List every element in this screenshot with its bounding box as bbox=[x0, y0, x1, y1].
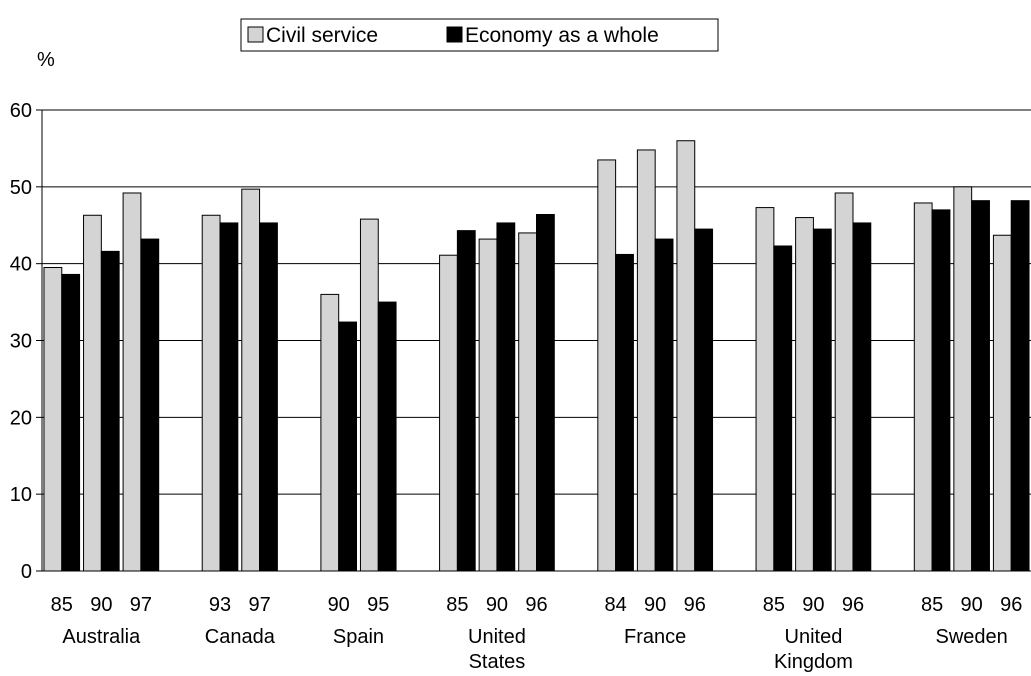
group-label-sweden-0: Sweden bbox=[936, 626, 1008, 648]
year-label-australia-90: 90 bbox=[90, 594, 112, 616]
bar-civil-australia-85 bbox=[43, 267, 63, 572]
bar-civil-united-states-90 bbox=[478, 238, 498, 572]
bar-civil-australia-90 bbox=[83, 214, 102, 572]
year-label-sweden-90: 90 bbox=[961, 594, 983, 616]
bar-economy-spain-90 bbox=[338, 321, 358, 572]
year-label-canada-97: 97 bbox=[248, 594, 270, 616]
bar-civil-united-kingdom-90 bbox=[795, 217, 814, 572]
legend-swatch-economy-as-a-whole bbox=[446, 26, 463, 43]
bar-civil-spain-95 bbox=[359, 218, 379, 572]
year-label-spain-90: 90 bbox=[328, 594, 350, 616]
axes bbox=[36, 109, 1031, 572]
group-label-spain-0: Spain bbox=[333, 626, 384, 648]
bar-economy-australia-97 bbox=[140, 238, 160, 572]
y-tick-label-0: 0 bbox=[21, 561, 32, 583]
bar-economy-australia-85 bbox=[61, 273, 81, 572]
bar-economy-sweden-96 bbox=[1010, 200, 1030, 572]
group-label-united-kingdom-0: United bbox=[785, 626, 843, 648]
year-label-australia-85: 85 bbox=[51, 594, 73, 616]
bar-economy-canada-97 bbox=[259, 222, 278, 572]
legend-label-civil-service: Civil service bbox=[266, 24, 378, 47]
bar-economy-united-kingdom-85 bbox=[773, 245, 793, 572]
bar-economy-united-states-96 bbox=[536, 213, 555, 572]
y-tick-label-40: 40 bbox=[10, 254, 32, 276]
bar-economy-france-90 bbox=[654, 238, 674, 572]
year-label-united-kingdom-90: 90 bbox=[802, 594, 824, 616]
group-label-france-0: France bbox=[624, 626, 686, 648]
bar-economy-canada-93 bbox=[219, 222, 239, 572]
year-label-united-states-90: 90 bbox=[486, 594, 508, 616]
year-label-canada-93: 93 bbox=[209, 594, 231, 616]
bar-civil-sweden-85 bbox=[913, 202, 933, 572]
bar-civil-united-states-85 bbox=[439, 254, 458, 572]
y-tick-label-10: 10 bbox=[10, 484, 32, 506]
bar-civil-france-84 bbox=[597, 159, 617, 572]
x-labels: 85 90 97 Australia 93 97 Canada 90 95 Spain 85 90 96… bbox=[51, 594, 1023, 673]
year-label-sweden-96: 96 bbox=[1000, 594, 1022, 616]
bar-economy-united-states-85 bbox=[456, 230, 476, 572]
bar-economy-spain-95 bbox=[377, 301, 397, 572]
bar-economy-united-kingdom-90 bbox=[812, 228, 832, 572]
bar-civil-canada-93 bbox=[201, 214, 221, 572]
year-label-spain-95: 95 bbox=[367, 594, 389, 616]
bar-civil-sweden-90 bbox=[953, 186, 973, 572]
y-tick-label-60: 60 bbox=[10, 100, 32, 122]
legend: Civil service Economy as a whole bbox=[240, 18, 719, 52]
bar-economy-united-kingdom-96 bbox=[852, 222, 872, 572]
y-tick-label-30: 30 bbox=[10, 331, 32, 353]
bar-civil-united-kingdom-85 bbox=[755, 207, 775, 572]
year-label-sweden-85: 85 bbox=[921, 594, 943, 616]
group-label-canada-0: Canada bbox=[205, 626, 276, 648]
y-unit-label: % bbox=[37, 49, 55, 71]
year-label-united-kingdom-85: 85 bbox=[763, 594, 785, 616]
bar-civil-canada-97 bbox=[241, 188, 261, 572]
year-label-france-90: 90 bbox=[644, 594, 666, 616]
year-label-australia-97: 97 bbox=[130, 594, 152, 616]
bar-civil-united-kingdom-96 bbox=[834, 192, 854, 572]
bars bbox=[43, 140, 1030, 572]
bar-economy-france-96 bbox=[694, 228, 714, 572]
bar-civil-sweden-96 bbox=[992, 234, 1012, 572]
bar-civil-spain-90 bbox=[320, 293, 340, 572]
bar-civil-france-96 bbox=[676, 140, 696, 572]
bar-economy-sweden-85 bbox=[931, 209, 951, 572]
y-tick-label-50: 50 bbox=[10, 177, 32, 199]
legend-swatch-civil-service bbox=[247, 26, 264, 43]
bar-economy-australia-90 bbox=[100, 250, 120, 572]
bar-civil-australia-97 bbox=[122, 192, 142, 572]
bar-economy-sweden-90 bbox=[971, 200, 990, 572]
group-label-australia-0: Australia bbox=[62, 626, 141, 648]
legend-box bbox=[240, 18, 719, 52]
year-label-united-kingdom-96: 96 bbox=[842, 594, 864, 616]
year-label-france-84: 84 bbox=[604, 594, 626, 616]
year-label-france-96: 96 bbox=[684, 594, 706, 616]
bar-civil-united-states-96 bbox=[518, 232, 537, 572]
year-label-united-states-85: 85 bbox=[446, 594, 468, 616]
group-label-united-kingdom-1: Kingdom bbox=[774, 651, 853, 673]
group-label-united-states-0: United bbox=[468, 626, 526, 648]
y-tick-labels: 0 10 20 30 40 50 60 bbox=[10, 100, 32, 583]
bar-economy-united-states-90 bbox=[496, 222, 516, 572]
bar-civil-france-90 bbox=[636, 149, 656, 572]
legend-label-economy-as-a-whole: Economy as a whole bbox=[465, 24, 659, 47]
y-tick-label-20: 20 bbox=[10, 407, 32, 429]
group-label-united-states-1: States bbox=[469, 651, 526, 673]
year-label-united-states-96: 96 bbox=[525, 594, 547, 616]
bar-economy-france-84 bbox=[615, 253, 634, 572]
